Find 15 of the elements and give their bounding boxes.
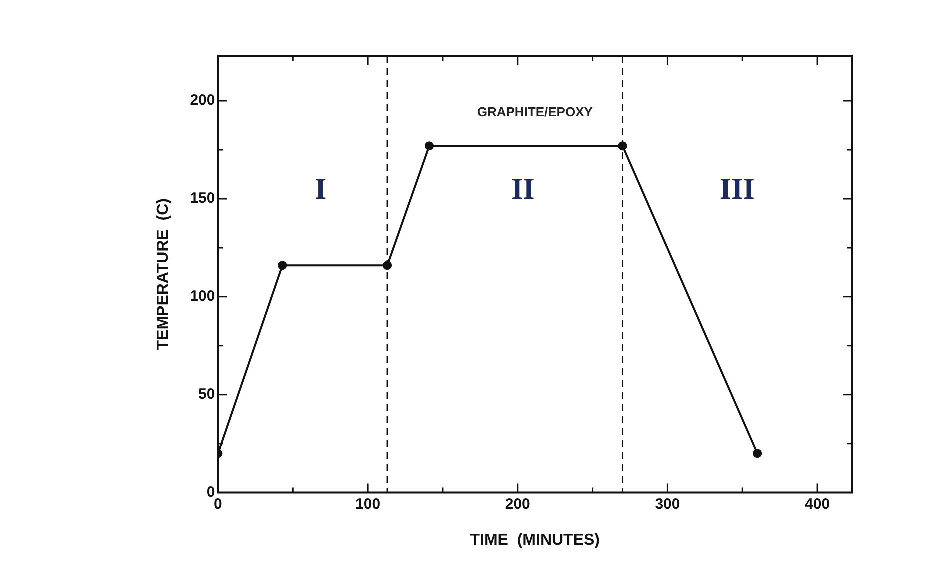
y-tick-label: 150 bbox=[190, 190, 216, 208]
y-tick-label: 100 bbox=[190, 288, 216, 306]
x-tick-label: 200 bbox=[505, 496, 530, 513]
annotation: III bbox=[720, 173, 755, 206]
annotation: II bbox=[511, 173, 535, 206]
y-tick-label: 50 bbox=[198, 386, 216, 404]
y-tick-label: 200 bbox=[190, 92, 216, 110]
x-axis-title: TIME (MINUTES) bbox=[470, 532, 600, 549]
annotation: I bbox=[315, 173, 327, 206]
x-tick-label: 300 bbox=[655, 496, 680, 513]
y-axis-title: TEMPERATURE (C) bbox=[155, 198, 172, 350]
x-tick-label: 400 bbox=[805, 496, 830, 513]
y-tick-label: 0 bbox=[206, 484, 216, 501]
annotation: GRAPHITE/EPOXY bbox=[477, 104, 594, 120]
x-tick-label: 100 bbox=[356, 496, 381, 513]
